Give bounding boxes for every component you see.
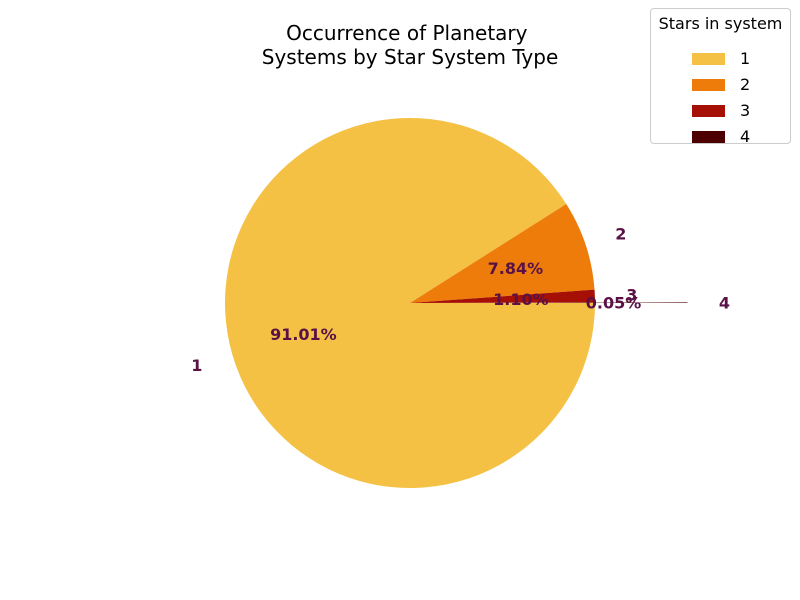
legend-item-4: 4 [692,127,782,147]
percent-label-1: 91.01% [270,325,337,344]
percent-label-4: 0.05% [586,294,642,313]
slice-label-3: 3 [626,286,637,305]
pie-slice-3 [410,289,595,303]
chart-title: Occurrence of Planetary Systems by Star … [262,21,559,69]
slice-label-1: 1 [191,356,202,375]
legend-item-3: 3 [692,101,782,121]
slice-label-2: 2 [615,224,626,243]
pie-slice-2 [410,203,595,303]
legend-label-2: 2 [740,75,751,94]
percent-labels: 91.01% 7.84% 1.10% 0.05% [270,259,641,344]
legend-item-1: 1 [692,49,782,69]
pie-slice-1 [225,117,595,488]
chart-title-line-2: Systems by Star System Type [262,45,559,69]
legend: Stars in system 1 2 3 4 [650,8,791,147]
legend-label-1: 1 [740,49,751,68]
pie-slices [225,117,688,488]
percent-label-2: 7.84% [488,259,544,278]
slice-labels: 1 2 3 4 [191,224,730,374]
legend-swatch-3 [692,105,725,117]
percent-label-3: 1.10% [493,290,549,309]
legend-item-2: 2 [692,75,782,95]
legend-label-3: 3 [740,101,751,120]
legend-swatch-1 [692,53,725,65]
legend-swatch-2 [692,79,725,91]
pie-slice-4 [502,302,688,303]
legend-swatch-4 [692,131,725,143]
chart-title-line-1: Occurrence of Planetary [286,21,528,45]
slice-label-4: 4 [719,294,730,313]
legend-title: Stars in system [658,14,783,33]
legend-label-4: 4 [740,127,751,146]
